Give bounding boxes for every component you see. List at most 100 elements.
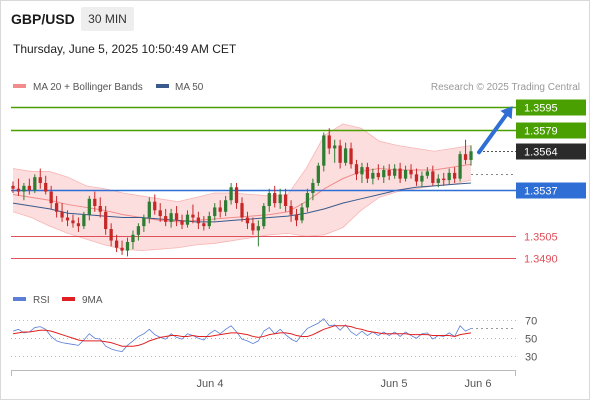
candle-body bbox=[33, 177, 37, 191]
candle-body bbox=[218, 207, 222, 212]
candle-body bbox=[251, 223, 255, 231]
rsi-legend-label: RSI bbox=[33, 295, 50, 306]
candle-body bbox=[131, 234, 135, 242]
candle-body bbox=[109, 229, 113, 241]
rsi-tick-label: 70 bbox=[525, 316, 537, 328]
x-tick-label: Jun 4 bbox=[197, 378, 224, 390]
candle-body bbox=[71, 220, 75, 224]
candle-body bbox=[136, 226, 141, 235]
candle-body bbox=[382, 170, 386, 178]
candle-body bbox=[447, 172, 451, 181]
candle-body bbox=[11, 185, 15, 189]
candle-body bbox=[283, 194, 288, 206]
candles-layer bbox=[11, 128, 473, 257]
x-tick-label: Jun 5 bbox=[381, 378, 408, 390]
candle-body bbox=[169, 213, 173, 222]
candle-body bbox=[16, 188, 21, 192]
candle-body bbox=[343, 148, 348, 163]
bollinger-band-layer bbox=[12, 123, 472, 252]
forecast-arrow-head bbox=[500, 106, 513, 120]
candle-body bbox=[376, 172, 380, 178]
candle-body bbox=[22, 185, 26, 192]
candle-body bbox=[185, 214, 190, 225]
candle-body bbox=[294, 214, 299, 221]
timeframe-label: 30 MIN bbox=[88, 12, 127, 26]
candle-body bbox=[93, 198, 97, 206]
candle-body bbox=[245, 217, 250, 224]
rsi-tick-label: 30 bbox=[525, 352, 537, 364]
rsi-tick-label: 50 bbox=[525, 334, 537, 346]
candle-body bbox=[262, 206, 266, 227]
bollinger-band-fill bbox=[13, 123, 471, 251]
candle-body bbox=[38, 177, 42, 183]
candle-body bbox=[153, 201, 157, 211]
candle-body bbox=[267, 193, 271, 206]
candle-body bbox=[98, 206, 102, 212]
candle-body bbox=[349, 148, 353, 165]
candle-body bbox=[27, 185, 31, 191]
candle-body bbox=[196, 217, 201, 224]
forecast-arrow-layer bbox=[477, 106, 513, 155]
candle-body bbox=[436, 178, 440, 183]
ma20-legend-label: MA 20 + Bollinger Bands bbox=[33, 82, 143, 93]
candle-body bbox=[224, 200, 228, 212]
pivot-level-tag bbox=[516, 182, 586, 199]
timeframe-badge bbox=[81, 7, 134, 31]
candle-body bbox=[158, 210, 162, 217]
candle-body bbox=[322, 135, 326, 166]
candle-body bbox=[371, 172, 375, 179]
candle-body bbox=[453, 172, 457, 179]
rsi-ma-legend-swatch bbox=[62, 297, 75, 301]
candle-body bbox=[114, 240, 119, 248]
candle-body bbox=[164, 216, 168, 222]
datetime-label: Thursday, June 5, 2025 10:50:49 AM CET bbox=[13, 42, 237, 56]
rsi-legend-swatch bbox=[13, 297, 26, 301]
candle-body bbox=[431, 171, 435, 183]
candle-body bbox=[76, 223, 81, 227]
ma20-legend-swatch bbox=[13, 84, 26, 88]
candle-body bbox=[327, 135, 331, 149]
candle-body bbox=[420, 175, 424, 182]
candle-body bbox=[354, 164, 359, 175]
candle-body bbox=[54, 203, 59, 212]
candle-body bbox=[458, 154, 462, 179]
candle-body bbox=[305, 193, 310, 208]
candle-body bbox=[463, 154, 468, 160]
candle-body bbox=[213, 207, 217, 217]
candle-body bbox=[365, 167, 370, 179]
candle-body bbox=[65, 217, 70, 221]
candle-body bbox=[234, 187, 239, 204]
candle-body bbox=[289, 206, 293, 215]
candle-body bbox=[142, 217, 146, 227]
candle-body bbox=[278, 194, 282, 204]
rsi-panel: 70 50 30 bbox=[11, 316, 537, 364]
support-level-label: 1.3505 bbox=[524, 232, 558, 244]
candle-body bbox=[104, 211, 108, 230]
candle-body bbox=[398, 168, 402, 179]
credit-label: Research © 2025 Trading Central bbox=[431, 82, 580, 93]
candle-body bbox=[256, 226, 260, 231]
resistance-level-label: 1.3595 bbox=[524, 103, 558, 115]
ma50-legend-swatch bbox=[156, 84, 169, 88]
candle-body bbox=[393, 168, 397, 176]
candle-body bbox=[387, 170, 391, 176]
rsi-ma-line bbox=[12, 325, 472, 347]
candle-body bbox=[425, 171, 430, 176]
candle-body bbox=[403, 170, 408, 179]
candle-body bbox=[333, 145, 337, 149]
candle-body bbox=[414, 174, 419, 182]
pair-title: GBP/USD bbox=[11, 11, 75, 27]
candle-body bbox=[229, 187, 233, 201]
x-axis: Jun 4 Jun 5 Jun 6 bbox=[11, 370, 516, 390]
candle-body bbox=[44, 182, 48, 192]
resistance-level-tag bbox=[516, 122, 586, 139]
candle-body bbox=[202, 223, 206, 227]
candle-body bbox=[207, 216, 211, 227]
resistance-level-label: 1.3579 bbox=[524, 126, 558, 138]
candle-body bbox=[191, 214, 195, 218]
candle-body bbox=[338, 145, 342, 163]
candle-body bbox=[82, 214, 86, 227]
candle-body bbox=[125, 242, 130, 251]
